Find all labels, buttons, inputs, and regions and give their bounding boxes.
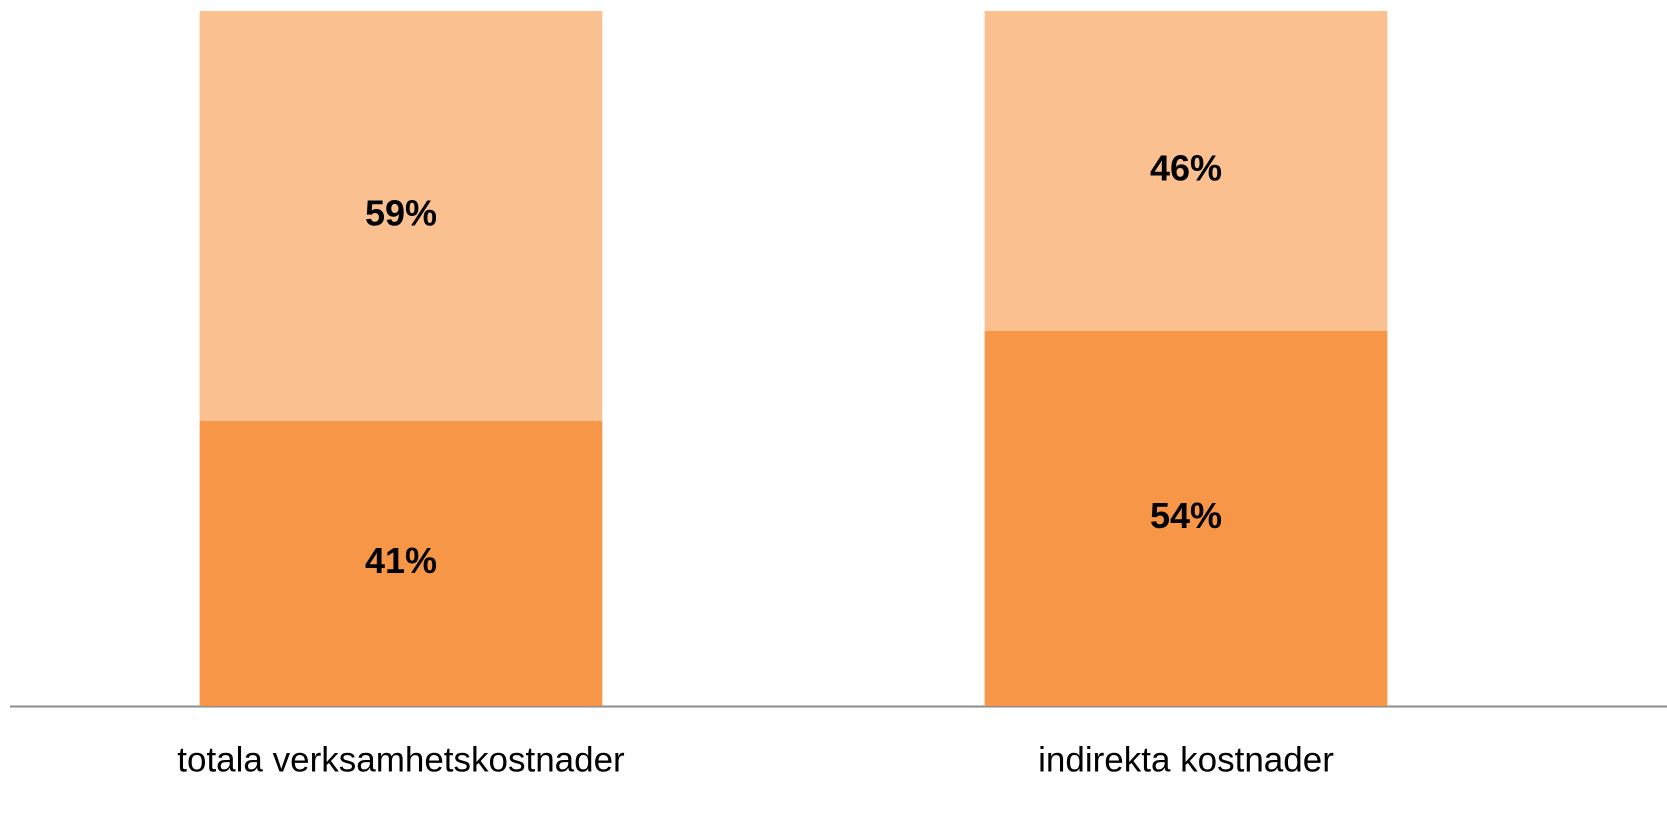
data-label: 46% (1150, 147, 1222, 188)
bar-segment (199, 421, 603, 706)
bar-segment (199, 11, 603, 422)
bar-segment (984, 330, 1388, 706)
data-label: 41% (365, 540, 437, 581)
data-label: 54% (1150, 495, 1222, 536)
data-label: 59% (365, 193, 437, 234)
bar-segment (984, 11, 1388, 331)
x-tick-label: indirekta kostnader (1038, 740, 1334, 779)
x-tick-label: totala verksamhetskostnader (177, 740, 625, 779)
